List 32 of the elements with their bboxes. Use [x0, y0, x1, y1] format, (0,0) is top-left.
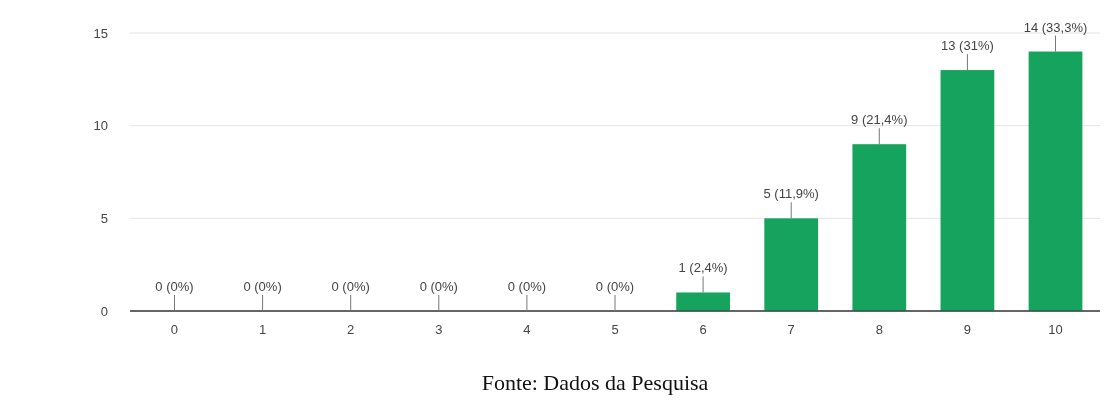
- data-label: 0 (0%): [507, 279, 547, 294]
- x-tick-label: 0: [170, 322, 179, 337]
- y-tick-label: 5: [100, 210, 108, 226]
- data-label: 0 (0%): [419, 279, 458, 294]
- data-label: 5 (11,9%): [763, 186, 819, 202]
- x-tick-label: 6: [699, 322, 707, 337]
- bar: [676, 292, 730, 311]
- x-tick-label: 2: [347, 322, 355, 337]
- bar: [940, 70, 995, 311]
- x-tick-label: 3: [435, 322, 443, 337]
- x-tick-label: 4: [523, 322, 531, 337]
- y-tick-label: 15: [93, 25, 108, 41]
- x-tick-label: 10: [1048, 322, 1063, 337]
- bar: [1028, 51, 1083, 311]
- data-label: 1 (2,4%): [678, 260, 728, 276]
- x-tick-label: 9: [963, 322, 972, 337]
- y-tick-label: 10: [93, 118, 108, 134]
- data-label: 0 (0%): [155, 279, 194, 294]
- data-label: 13 (31%): [941, 38, 994, 54]
- x-tick-label: 7: [787, 322, 795, 337]
- data-label: 0 (0%): [331, 279, 370, 294]
- source-note: Fonte: Dados da Pesquisa: [481, 370, 709, 395]
- bar: [852, 144, 907, 311]
- x-tick-label: 1: [258, 322, 267, 337]
- data-label: 14 (33,3%): [1023, 19, 1088, 35]
- data-label: 0 (0%): [243, 279, 282, 294]
- bar: [764, 218, 819, 311]
- data-label: 9 (21,4%): [851, 112, 908, 128]
- x-tick-label: 5: [611, 322, 619, 337]
- y-tick-label: 0: [100, 303, 108, 319]
- x-tick-label: 8: [875, 322, 883, 337]
- data-label: 0 (0%): [595, 279, 635, 294]
